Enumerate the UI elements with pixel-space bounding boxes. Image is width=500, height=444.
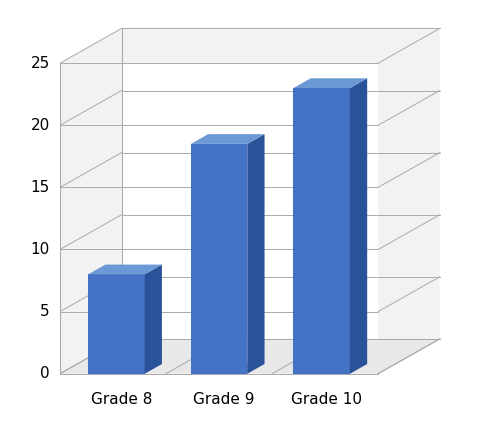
Polygon shape [60,28,440,63]
Polygon shape [88,364,162,374]
Polygon shape [294,88,350,374]
Polygon shape [294,364,367,374]
Polygon shape [144,265,162,374]
Polygon shape [60,339,440,374]
Polygon shape [248,134,264,374]
Polygon shape [88,265,162,274]
Polygon shape [191,134,264,144]
Polygon shape [350,78,367,374]
Polygon shape [88,274,144,374]
Text: Grade 9: Grade 9 [194,392,255,407]
Polygon shape [60,28,122,374]
Text: Grade 8: Grade 8 [91,392,152,407]
Text: 5: 5 [40,304,50,319]
Text: 25: 25 [30,56,50,71]
Polygon shape [191,144,248,374]
Polygon shape [294,78,367,88]
Polygon shape [378,28,440,374]
Text: 10: 10 [30,242,50,257]
Text: 0: 0 [40,366,50,381]
Text: 15: 15 [30,180,50,195]
Text: Grade 10: Grade 10 [292,392,362,407]
Polygon shape [191,364,264,374]
Text: 20: 20 [30,118,50,133]
